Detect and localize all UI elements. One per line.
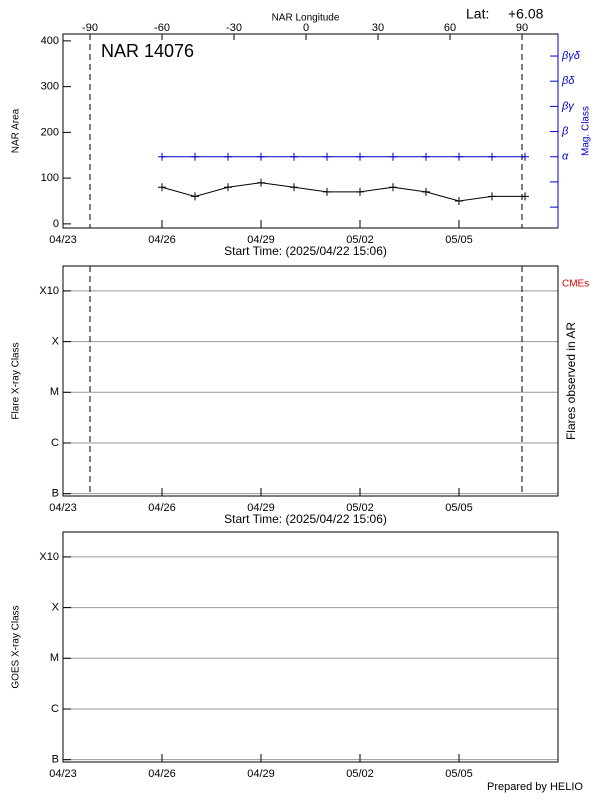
- y2-tick-label: βγ: [561, 100, 575, 112]
- point-marker: [191, 152, 199, 161]
- x2-axis-label: NAR Longitude: [272, 13, 340, 24]
- y2-axis-label: Flares observed in AR: [564, 322, 578, 440]
- point-marker: [158, 183, 166, 192]
- point-marker: [257, 152, 265, 161]
- x2-tick-label: -90: [82, 22, 98, 34]
- x-tick-label: 05/05: [445, 768, 473, 780]
- y-axis-label: Flare X-ray Class: [11, 342, 22, 419]
- series-line: [161, 182, 525, 202]
- point-marker: [290, 152, 298, 161]
- point-marker: [455, 197, 463, 206]
- y-tick-label: 0: [53, 218, 59, 230]
- x2-tick-label: 60: [444, 22, 456, 34]
- point-marker: [488, 192, 496, 201]
- x-tick-label: 04/29: [247, 768, 275, 780]
- x-tick-label: 04/23: [49, 234, 77, 246]
- point-marker: [257, 178, 265, 187]
- x2-tick-label: 0: [303, 22, 309, 34]
- y-tick-label: B: [52, 488, 59, 500]
- x2-tick-label: 30: [372, 22, 384, 34]
- lat-label: Lat:: [466, 6, 489, 22]
- point-marker: [290, 183, 298, 192]
- x2-tick-label: -30: [226, 22, 242, 34]
- y-tick-label: X: [52, 602, 60, 614]
- footer: Prepared by HELIO: [487, 781, 583, 793]
- point-marker: [389, 183, 397, 192]
- x-tick-label: 05/02: [346, 502, 374, 514]
- x-tick-label: 04/26: [148, 768, 176, 780]
- point-marker: [356, 187, 364, 196]
- lat-value: +6.08: [508, 6, 544, 22]
- point-marker: [488, 152, 496, 161]
- y2-axis-label: Mag. Class: [581, 106, 592, 156]
- point-marker: [521, 152, 529, 161]
- point-marker: [356, 152, 364, 161]
- x-axis-label: Start Time: (2025/04/22 15:06): [224, 244, 387, 258]
- point-marker: [422, 187, 430, 196]
- x-tick-label: 05/05: [445, 234, 473, 246]
- y-tick-label: 100: [41, 172, 59, 184]
- point-marker: [191, 192, 199, 201]
- x2-tick-label: 90: [516, 22, 528, 34]
- y-tick-label: M: [50, 652, 59, 664]
- plot-frame: [62, 531, 559, 763]
- point-marker: [323, 187, 331, 196]
- y-tick-label: C: [51, 703, 59, 715]
- x-tick-label: 05/05: [445, 502, 473, 514]
- y2-tick-label: β: [561, 125, 569, 137]
- y-tick-label: C: [51, 437, 59, 449]
- x-tick-label: 04/26: [148, 502, 176, 514]
- y-tick-label: X: [52, 336, 60, 348]
- y-tick-label: 400: [41, 35, 59, 47]
- x2-tick-label: -60: [154, 22, 170, 34]
- x-tick-label: 04/29: [247, 502, 275, 514]
- y-tick-label: 200: [41, 126, 59, 138]
- y-tick-label: B: [52, 754, 59, 766]
- point-marker: [521, 192, 529, 201]
- point-marker: [323, 152, 331, 161]
- y2-tick-label: βδ: [561, 75, 575, 87]
- x-tick-label: 04/26: [148, 234, 176, 246]
- y-axis-label: GOES X-ray Class: [11, 605, 22, 688]
- x-tick-label: 05/02: [346, 768, 374, 780]
- x-tick-label: 04/23: [49, 768, 77, 780]
- annotation: CMEs: [562, 279, 589, 290]
- y-tick-label: X10: [39, 551, 59, 563]
- y-tick-label: X10: [39, 285, 59, 297]
- y-tick-label: 300: [41, 81, 59, 93]
- point-marker: [422, 152, 430, 161]
- point-marker: [224, 183, 232, 192]
- x-axis-label: Start Time: (2025/04/22 15:06): [224, 512, 387, 526]
- y2-tick-label: βγδ: [561, 50, 581, 62]
- x-tick-label: 04/23: [49, 502, 77, 514]
- chart-title: NAR 14076: [101, 41, 194, 61]
- plot-frame: [62, 265, 559, 497]
- x-tick-label: 05/02: [346, 234, 374, 246]
- x-tick-label: 04/29: [247, 234, 275, 246]
- y-axis-label: NAR Area: [11, 108, 22, 153]
- y-tick-label: M: [50, 386, 59, 398]
- y2-tick-label: α: [562, 151, 569, 163]
- point-marker: [455, 152, 463, 161]
- point-marker: [224, 152, 232, 161]
- point-marker: [158, 152, 166, 161]
- point-marker: [389, 152, 397, 161]
